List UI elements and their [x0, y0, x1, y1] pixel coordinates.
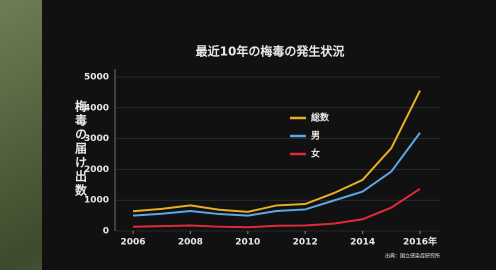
- screen: [42, 0, 496, 270]
- legend-label: 男: [311, 131, 320, 142]
- chart-title: 最近10年の梅毒の発生状況: [196, 44, 345, 59]
- y-axis-label: 梅毒の届け出数: [74, 99, 88, 198]
- legend-label: 総数: [311, 112, 330, 124]
- x-tick-label: 2008: [178, 238, 203, 248]
- x-tick-label: 2010: [235, 238, 260, 248]
- y-tick-label: 2000: [84, 165, 109, 175]
- chart: 最近10年の梅毒の発生状況 梅毒の届け出数 出典：国立感染症研究所 0 1000 2…: [0, 0, 496, 270]
- y-tick-label: 0: [103, 227, 109, 237]
- source: 出典：国立感染症研究所: [385, 253, 440, 260]
- x-tick-label: 2012: [293, 238, 318, 248]
- y-tick-label: 1000: [84, 196, 109, 206]
- y-tick-label: 4000: [84, 103, 109, 113]
- page: 最近10年の梅毒の発生状況 梅毒の届け出数 出典：国立感染症研究所 0 1000 2…: [0, 0, 496, 270]
- x-tick-label: 2006: [120, 238, 145, 248]
- x-tick-label: 2016年: [403, 236, 437, 248]
- x-tick-label: 2014: [350, 238, 375, 248]
- y-tick-label: 5000: [84, 73, 109, 83]
- y-tick-label: 3000: [84, 134, 109, 144]
- legend-label: 女: [311, 148, 320, 160]
